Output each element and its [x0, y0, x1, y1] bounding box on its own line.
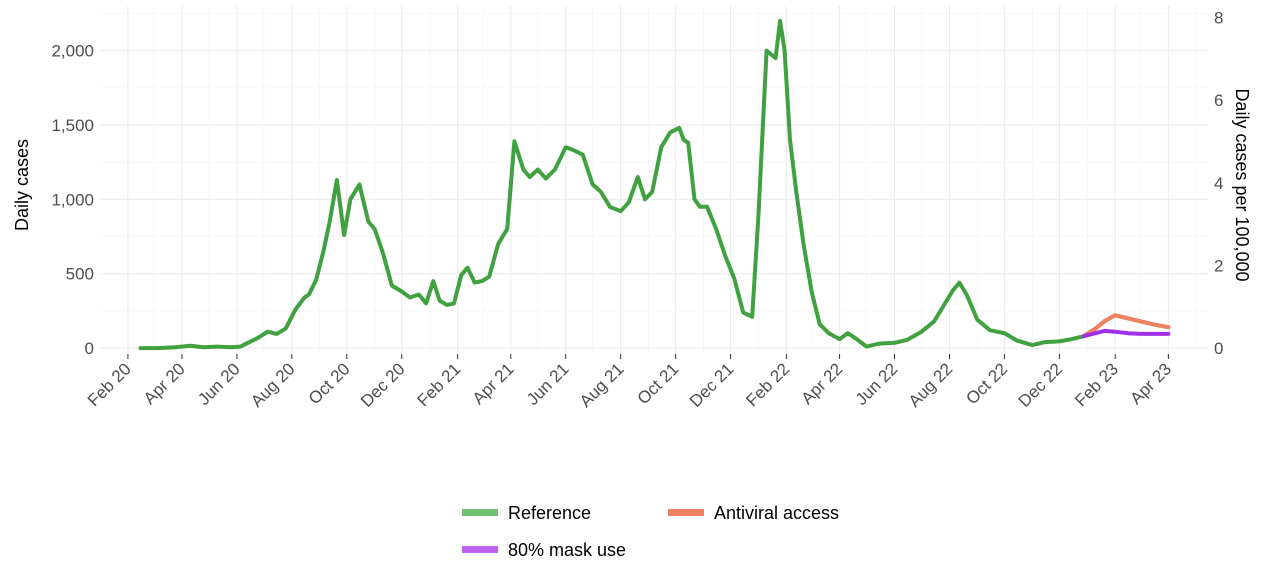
x-tick-label: Jun 20: [194, 359, 244, 409]
x-tick-label: Apr 23: [1126, 359, 1175, 408]
x-tick-label: Aug 21: [576, 359, 628, 411]
legend-label: Antiviral access: [714, 503, 839, 523]
y-right-tick-label: 4: [1214, 174, 1223, 193]
y-right-tick-label: 0: [1214, 339, 1223, 358]
series-line-antiviral-access: [1081, 313, 1171, 339]
legend-label: Reference: [508, 503, 591, 523]
series-line-80-mask-use: [1081, 328, 1171, 339]
series-line-reference: [138, 18, 1171, 351]
x-tick-label: Oct 20: [305, 359, 354, 408]
legend-key: [462, 546, 498, 553]
legend-key: [462, 509, 498, 516]
x-tick-label: Aug 20: [247, 359, 299, 411]
x-tick-label: Oct 21: [634, 359, 683, 408]
y-axis-title-right: Daily cases per 100,000: [1232, 88, 1252, 281]
legend-key: [668, 509, 704, 516]
series-lines: [138, 18, 1171, 351]
x-tick-label: Apr 20: [140, 359, 189, 408]
y-right-tick-label: 6: [1214, 91, 1223, 110]
x-tick-label: Feb 22: [742, 359, 793, 410]
legend: Reference Antiviral access 80% mask use: [462, 503, 839, 560]
x-tick-label: Jun 21: [523, 359, 573, 409]
x-tick-label: Jun 22: [852, 359, 902, 409]
y-tick-label: 2,000: [51, 42, 94, 61]
x-tick-label: Apr 22: [798, 359, 847, 408]
x-tick-label: Feb 23: [1071, 359, 1122, 410]
y-tick-label: 1,000: [51, 190, 94, 209]
x-tick-label: Oct 22: [962, 359, 1011, 408]
x-tick-label: Feb 20: [84, 359, 135, 410]
x-tick-label: Feb 21: [414, 359, 465, 410]
x-tick-label: Dec 22: [1015, 359, 1067, 411]
y-right-tick-label: 8: [1214, 9, 1223, 28]
x-tick-label: Dec 21: [686, 359, 738, 411]
y-tick-label: 0: [85, 339, 94, 358]
y-right-tick-label: 2: [1214, 256, 1223, 275]
legend-label: 80% mask use: [508, 540, 626, 560]
x-tick-label: Apr 21: [469, 359, 518, 408]
x-tick-label: Dec 20: [357, 359, 409, 411]
y-axis-title-left: Daily cases: [12, 139, 32, 231]
y-tick-label: 500: [66, 265, 94, 284]
y-tick-label: 1,500: [51, 116, 94, 135]
x-tick-label: Aug 22: [905, 359, 957, 411]
